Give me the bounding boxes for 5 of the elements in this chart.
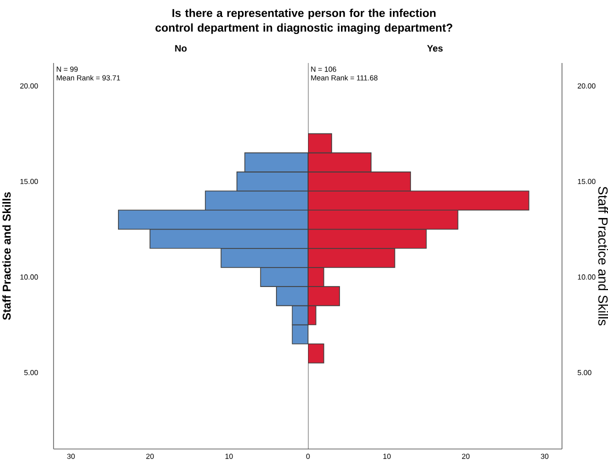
chart-subtitle: Yes [427,45,443,52]
y-axis-title: Staff Practice and Skills [2,192,11,320]
chart-subtitle: No [175,45,187,52]
y-axis-title: Staff Practice and Skills [598,186,608,326]
chart-title: Is there a representative person for the infection control department in diagnostic imaging department? [156,8,452,34]
